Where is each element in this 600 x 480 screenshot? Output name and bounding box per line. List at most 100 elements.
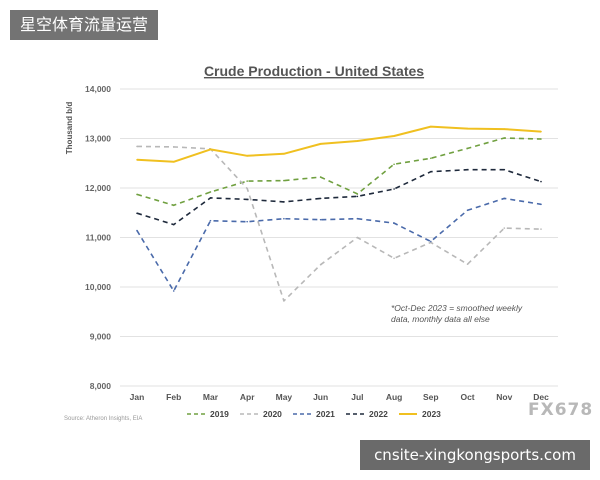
data-point-2022 xyxy=(540,180,542,183)
x-tick-label: Apr xyxy=(240,392,255,402)
x-tick-label: Dec xyxy=(533,392,549,402)
source-note: Source: Atheron Insights, EIA xyxy=(64,416,143,422)
data-point-2021 xyxy=(136,229,138,232)
data-point-2021 xyxy=(172,290,175,292)
series-line-2019 xyxy=(136,137,542,207)
data-point-2019 xyxy=(172,204,175,207)
data-point-2021 xyxy=(246,220,248,223)
series-line-2021 xyxy=(136,197,542,292)
data-point-2022 xyxy=(356,195,359,198)
data-point-2019 xyxy=(466,147,469,150)
data-point-2020 xyxy=(540,228,542,230)
data-point-2021 xyxy=(209,219,212,222)
x-tick-label: Jan xyxy=(130,392,145,402)
legend-label-2021: 2021 xyxy=(316,409,335,419)
annotation-line-1: *Oct-Dec 2023 = smoothed weekly xyxy=(391,303,523,313)
data-point-2023 xyxy=(430,125,432,128)
series-lines xyxy=(136,125,542,302)
data-point-2021 xyxy=(466,209,469,212)
data-point-2023 xyxy=(319,143,322,145)
x-tick-label: Jul xyxy=(351,392,363,402)
y-tick-label: 11,000 xyxy=(85,233,111,243)
data-point-2019 xyxy=(246,180,248,182)
data-point-2022 xyxy=(393,188,395,190)
legend-label-2020: 2020 xyxy=(263,409,282,419)
data-point-2019 xyxy=(503,137,506,139)
x-tick-label: Nov xyxy=(496,392,512,402)
watermark-bottom-label: cnsite-xingkongsports.com xyxy=(360,440,590,470)
data-point-2022 xyxy=(430,170,432,173)
legend-label-2022: 2022 xyxy=(369,409,388,419)
data-point-2023 xyxy=(209,148,212,151)
legend: 2019 2020 2021 2022 2023 xyxy=(187,409,441,419)
data-point-2019 xyxy=(430,157,432,160)
gridlines xyxy=(120,88,558,387)
data-point-2019 xyxy=(283,179,285,182)
y-tick-label: 9,000 xyxy=(90,332,112,342)
data-point-2020 xyxy=(319,263,322,266)
data-point-2022 xyxy=(466,168,469,171)
data-point-2022 xyxy=(283,201,285,203)
data-point-2020 xyxy=(283,300,285,302)
data-point-2023 xyxy=(356,140,359,142)
data-point-2023 xyxy=(393,135,395,137)
x-tick-label: Sep xyxy=(423,392,439,402)
data-point-2023 xyxy=(503,128,506,130)
legend-label-2019: 2019 xyxy=(210,409,229,419)
data-point-2023 xyxy=(466,127,469,130)
x-tick-label: Jun xyxy=(313,392,328,402)
data-point-2020 xyxy=(136,145,138,148)
x-tick-label: Mar xyxy=(203,392,219,402)
data-point-2022 xyxy=(136,212,138,215)
data-point-2021 xyxy=(503,197,506,200)
legend-label-2023: 2023 xyxy=(422,409,441,419)
watermark-top-label: 星空体育流量运营 xyxy=(10,10,159,40)
annotation-line-2: data, monthly data all else xyxy=(391,314,490,324)
y-tick-label: 14,000 xyxy=(85,84,111,94)
x-tick-label: Aug xyxy=(386,392,403,402)
data-point-2020 xyxy=(172,146,175,148)
data-point-2022 xyxy=(172,223,175,226)
x-tick-label: May xyxy=(276,392,293,402)
x-tick-label: Feb xyxy=(166,392,181,402)
data-point-2020 xyxy=(503,227,506,229)
data-point-2020 xyxy=(356,236,359,239)
y-axis-label: Thousand b/d xyxy=(65,102,74,155)
data-point-2021 xyxy=(540,203,542,206)
data-point-2021 xyxy=(430,240,432,243)
data-point-2019 xyxy=(319,176,322,178)
data-point-2019 xyxy=(136,193,138,196)
data-point-2022 xyxy=(209,197,212,199)
data-point-2023 xyxy=(172,160,175,163)
data-point-2020 xyxy=(246,187,248,190)
data-point-2022 xyxy=(503,168,506,171)
series-line-2023 xyxy=(136,125,542,163)
watermark-corner-mark: FX678 xyxy=(528,400,594,420)
y-tick-label: 10,000 xyxy=(85,282,111,292)
y-tick-labels: 8,000 9,000 10,000 11,000 12,000 13,000 14,000 xyxy=(85,84,111,391)
data-point-2021 xyxy=(393,222,395,224)
y-tick-label: 12,000 xyxy=(85,183,111,193)
data-point-2023 xyxy=(540,130,542,133)
series-line-2020 xyxy=(136,145,542,302)
data-point-2021 xyxy=(319,218,322,221)
data-point-2023 xyxy=(136,158,138,161)
data-point-2021 xyxy=(356,217,359,220)
x-tick-label: Oct xyxy=(460,392,474,402)
data-point-2023 xyxy=(246,155,248,157)
y-tick-label: 13,000 xyxy=(85,134,111,144)
data-point-2022 xyxy=(246,198,248,201)
data-point-2019 xyxy=(393,163,395,166)
chart-title: Crude Production - United States xyxy=(204,63,424,79)
data-point-2023 xyxy=(283,153,285,155)
data-point-2019 xyxy=(540,138,542,140)
y-tick-label: 8,000 xyxy=(90,381,112,391)
data-point-2021 xyxy=(283,217,285,220)
data-point-2022 xyxy=(319,197,322,200)
data-point-2020 xyxy=(393,257,395,260)
x-tick-labels: Jan Feb Mar Apr May Jun Jul Aug Sep Oct Nov Dec xyxy=(130,392,549,402)
data-point-2019 xyxy=(209,191,212,193)
series-line-2022 xyxy=(136,168,542,226)
data-point-2020 xyxy=(466,263,469,266)
data-point-2019 xyxy=(356,193,359,195)
